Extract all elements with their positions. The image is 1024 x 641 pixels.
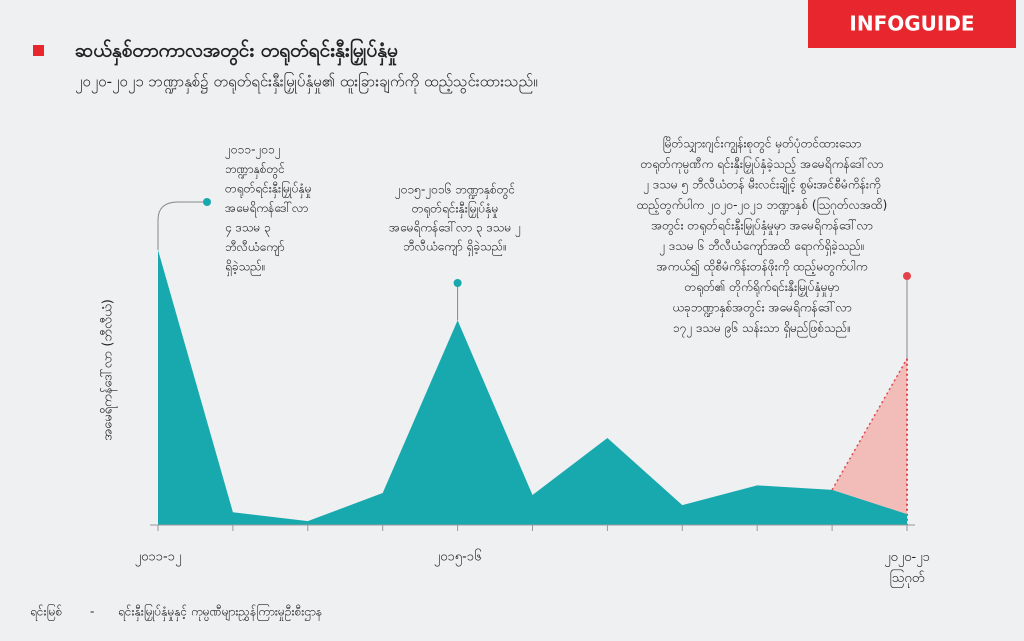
area [158,249,907,525]
chart-subtitle: ၂၀၂၀-၂၀၂၁ ဘဏ္ဍာနှစ်၌ တရုတ်ရင်းနှီးမြှုပ်… [75,72,538,94]
annotation-dot [203,198,211,206]
projection-area [832,358,907,515]
annotation: အတွင်း တရုတ်ရင်းနှီးမြှုပ်နှံမှုမှာ အမေရ… [651,217,873,236]
x-tick-label: ၂၀၁၅-၁၆ [434,549,482,567]
annotation: ၄ ဒသမ ၃ [225,221,271,238]
annotation: အကယ်၍ ထိုစီမံကိန်းတန်ဖိုးကို ထည့်မတွက်ပါ… [657,259,868,277]
y-axis-label: အမေရိကန်ဒေါ်လာ (ဘီလီယံ) [100,299,118,441]
source-dash: - [90,605,94,619]
chart-title: ဆယ်နှစ်တာကာလအတွင်း တရုတ်ရင်းနှီးမြှုပ်နှ… [75,37,398,67]
annotation: ၁၇၂ ဒသမ ၉၆ သန်းသာ ရှိမည်ဖြစ်သည်။ [673,319,851,338]
annotation: တရုတ်ရင်းနှီးမြှုပ်နှံမှု [225,180,312,199]
source-label: ရင်းမြစ် [30,603,62,622]
annotation-dot [453,279,462,287]
title-marker [33,45,44,56]
annotation: ဘဏ္ဍာနှစ်တွင် [225,161,285,179]
annotation: ဘီလီယံကျော် ရှိခဲ့သည်။ [403,239,507,257]
annotation: အမေရိကန်ဒေါ်လာ ၃ ဒသမ ၂ [389,220,521,238]
projection-line [831,358,908,491]
annotation: တရုတ်ရင်းနှီးမြှုပ်နှံမှု [412,200,499,219]
annotation: ၂၀၁၁-၂၀၁၂ [225,143,281,160]
annotation: ယခုဘဏ္ဍာနှစ်အတွင်း အမေရိကန်ဒေါ်လာ [672,300,851,318]
logo: INFOGUIDE [849,12,974,36]
annotation-connector [157,201,207,250]
annotation: ၂၀၁၅-၂၀၁၆ ဘဏ္ဍာနှစ်တွင် [395,182,515,200]
annotation: ရှိခဲ့သည်။ [225,259,265,277]
annotation: ၂ ဒသမ ၅ ဘီလီယံတန် မီးလင်းချိုင့် စွမ်းအင… [643,177,880,195]
annotation: အမေရိကန်ဒေါ်လာ [225,200,308,218]
x-tick-label: ၂၀၂၀-၂၁ဩဂုတ် [884,550,930,588]
logo-box [808,0,1016,48]
annotation-dot [903,272,911,280]
annotation: တရုတ်ကုမ္ပဏီက ရင်းနှီးမြှုပ်နှံခဲ့သည့် အ… [641,155,884,174]
annotation: ထည့်တွက်ပါက ၂၀၂၀-၂၀၂၁ ဘဏ္ဍာနှစ် (ဩဂုတ်လအ… [637,196,888,215]
x-tick-label: ၂၀၁၁-၁၂ [135,550,182,567]
annotation: ၂ ဒသမ ၆ ဘီလီယံကျော်အထိ ရောက်ရှိခဲ့သည်။ [659,238,864,256]
annotation: မြိတ်သျှားဂျင်းကျွန်းစုတွင် မှတ်ပုံတင်ထာ… [663,136,862,155]
source: ရင်းနှီးမြှုပ်နှံမှုနှင့် ကုမ္ပဏီများညွှ… [118,603,322,622]
annotation: တရုတ်၏ တိုက်ရိုက်ရင်းနှီးမြှုပ်နှံမှုမှာ [685,278,840,297]
annotation: ဘီလီယံကျော် [225,239,285,257]
